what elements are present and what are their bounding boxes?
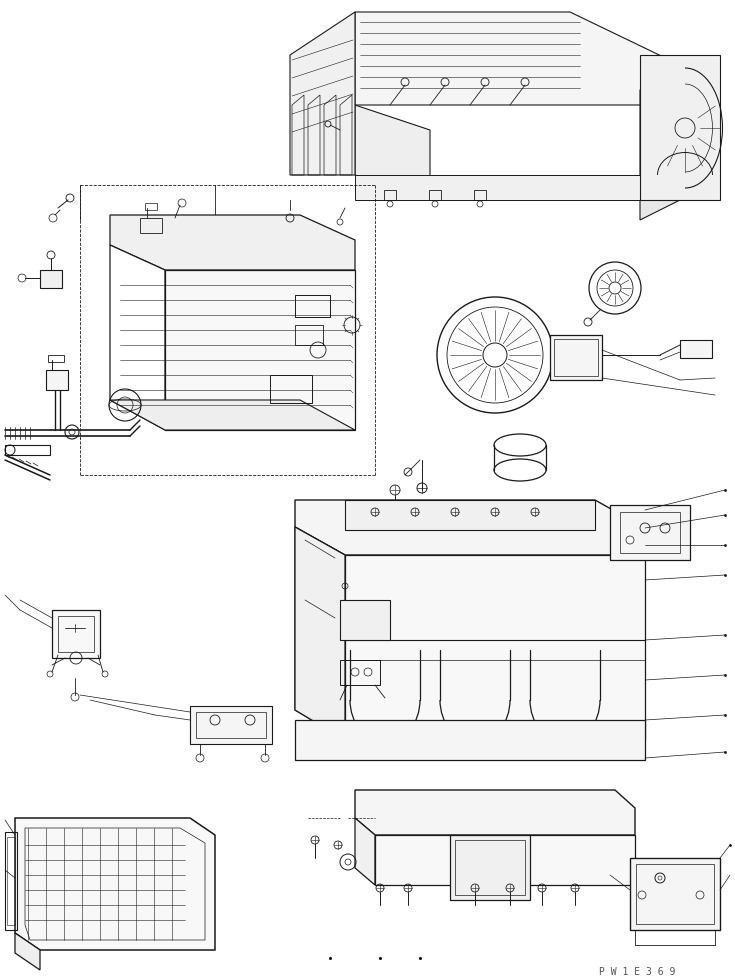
Polygon shape	[295, 500, 645, 555]
Bar	[196, 712, 266, 738]
Bar	[7, 837, 15, 925]
Polygon shape	[110, 215, 355, 270]
Polygon shape	[640, 65, 680, 220]
Polygon shape	[110, 245, 165, 430]
Text: P W 1 E 3 6 9: P W 1 E 3 6 9	[598, 967, 675, 977]
Polygon shape	[375, 835, 635, 885]
Polygon shape	[355, 818, 375, 885]
Polygon shape	[15, 933, 40, 970]
Bar	[680, 340, 712, 358]
Polygon shape	[295, 527, 345, 740]
Bar	[550, 335, 602, 380]
Bar	[5, 832, 17, 930]
Bar	[429, 190, 441, 200]
Polygon shape	[355, 12, 680, 105]
Bar	[554, 339, 598, 376]
Polygon shape	[355, 790, 635, 835]
Bar	[58, 616, 94, 652]
Polygon shape	[355, 175, 680, 200]
Bar	[48, 355, 64, 362]
Bar	[295, 325, 323, 345]
Polygon shape	[110, 400, 355, 430]
Polygon shape	[345, 555, 645, 740]
Polygon shape	[450, 835, 530, 900]
Bar	[140, 218, 162, 233]
Bar	[270, 375, 312, 403]
Polygon shape	[630, 858, 720, 930]
Bar	[52, 610, 100, 658]
Polygon shape	[355, 105, 430, 200]
Polygon shape	[295, 527, 345, 740]
Polygon shape	[640, 55, 720, 200]
Polygon shape	[295, 720, 645, 760]
Polygon shape	[165, 270, 355, 430]
Polygon shape	[15, 818, 215, 950]
Polygon shape	[340, 600, 390, 640]
Bar	[40, 270, 62, 288]
Bar	[46, 370, 68, 390]
Bar	[384, 190, 396, 200]
Bar	[190, 706, 272, 744]
Polygon shape	[290, 12, 355, 175]
Polygon shape	[610, 505, 690, 560]
Bar	[474, 190, 486, 200]
Polygon shape	[345, 500, 595, 530]
Bar	[295, 295, 330, 317]
Bar	[145, 203, 157, 210]
